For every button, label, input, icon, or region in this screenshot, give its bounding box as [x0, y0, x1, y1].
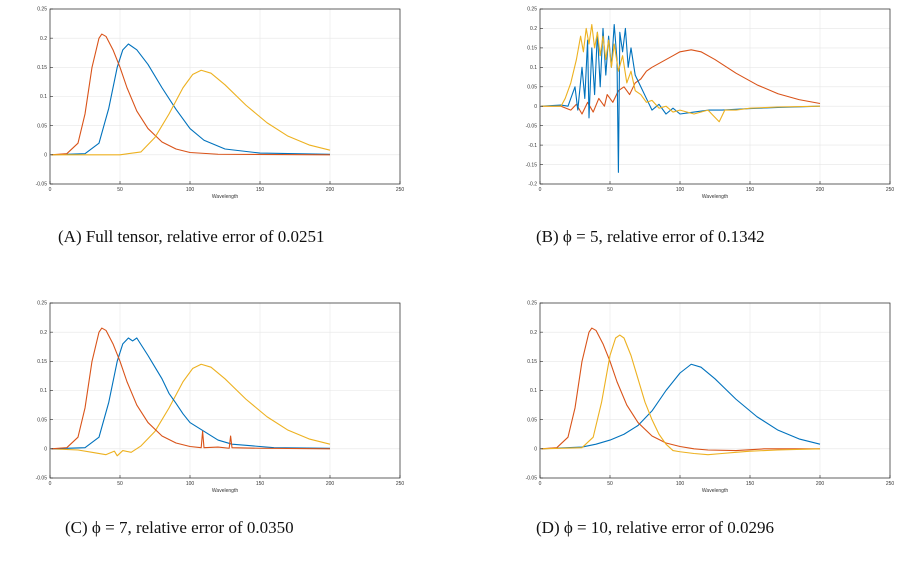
x-tick-label: 200 [326, 481, 335, 487]
y-tick-label: 0 [534, 104, 537, 110]
y-tick-label: -0.05 [526, 123, 538, 129]
series-line-blue [541, 24, 821, 173]
y-tick-label: 0 [534, 447, 537, 453]
x-tick-label: 100 [676, 187, 685, 193]
x-axis-label: Wavelength [212, 488, 238, 494]
y-tick-label: 0.15 [37, 65, 47, 71]
y-tick-label: 0.1 [40, 388, 47, 394]
series-line-blue [541, 363, 821, 450]
x-tick-label: 200 [326, 187, 335, 193]
y-tick-label: 0.2 [40, 330, 47, 336]
series-line-yellow [51, 363, 331, 457]
x-tick-label: 250 [886, 187, 895, 193]
series-line-yellow [51, 69, 331, 156]
plot-area [540, 9, 890, 184]
y-tick-label: 0.05 [37, 123, 47, 129]
x-tick-label: 50 [607, 481, 613, 487]
y-tick-label: -0.2 [528, 182, 537, 188]
y-tick-label: 0.25 [527, 7, 537, 13]
x-tick-label: 150 [746, 187, 755, 193]
y-tick-label: -0.15 [526, 162, 538, 168]
caption-d: (D) ϕ = 10, relative error of 0.0296 [536, 518, 775, 537]
y-tick-label: -0.05 [36, 182, 48, 188]
panel-b: 0 50 100 150 200 250 -0.2 -0.15 -0.1 -0.05 0 0.05 0.… [500, 2, 900, 272]
x-tick-label: 250 [886, 481, 895, 487]
panel-c: 0 50 100 150 200 250 -0.05 0 0.05 0.1 0.15 0.2 0.25 W… [10, 296, 410, 566]
y-tick-label: 0.25 [527, 301, 537, 307]
x-tick-label: 150 [746, 481, 755, 487]
x-tick-label: 200 [816, 187, 825, 193]
series-line-red [51, 327, 331, 450]
y-tick-label: -0.05 [36, 476, 48, 482]
x-tick-label: 50 [117, 481, 123, 487]
y-tick-label: 0.1 [40, 94, 47, 100]
x-tick-label: 150 [256, 481, 265, 487]
series-line-blue [51, 337, 331, 450]
y-tick-label: 0.05 [527, 417, 537, 423]
y-tick-label: 0.2 [40, 36, 47, 42]
x-axis-label: Wavelength [702, 488, 728, 494]
y-tick-label: 0.25 [37, 301, 47, 307]
series-line-blue [51, 43, 331, 156]
y-tick-label: 0.25 [37, 7, 47, 13]
chart-a: 0 50 100 150 200 250-0.0500.050.10.150.20.25W… [36, 7, 405, 200]
x-tick-label: 0 [49, 481, 52, 487]
x-tick-label: 0 [539, 187, 542, 193]
x-tick-label: 50 [607, 187, 613, 193]
x-tick-label: 100 [186, 187, 195, 193]
y-tick-label: 0.1 [530, 388, 537, 394]
panel-d: 0 50 100 150 200 250 -0.05 0 0.05 0.1 0.15 0.2 0.25 W… [500, 296, 900, 566]
axes-box [539, 8, 891, 185]
x-tick-label: 50 [117, 187, 123, 193]
y-tick-label: 0.2 [530, 26, 537, 32]
caption-b: (B) ϕ = 5, relative error of 0.1342 [536, 227, 765, 246]
y-tick-label: -0.05 [526, 476, 538, 482]
y-tick-label: 0.05 [527, 84, 537, 90]
x-tick-label: 250 [396, 187, 405, 193]
panel-a: 0 50 100 150 200 250 -0.05 0 0.05 0.1 0.15 0.2 0.25 W… [10, 2, 410, 272]
x-tick-label: 200 [816, 481, 825, 487]
x-tick-label: 0 [539, 481, 542, 487]
y-tick-label: -0.1 [528, 143, 537, 149]
x-tick-label: 100 [186, 481, 195, 487]
chart-b: 0 50 100 150 200 250 -0.2 -0.15 -0.1 -0.05 0 0.05 0.… [526, 7, 895, 200]
series-line-yellow [541, 334, 821, 456]
series-line-yellow [541, 24, 821, 123]
y-tick-label: 0 [44, 153, 47, 159]
caption-c: (C) ϕ = 7, relative error of 0.0350 [65, 518, 294, 537]
y-tick-label: 0.15 [37, 359, 47, 365]
y-tick-label: 0.1 [530, 65, 537, 71]
y-tick-label: 0.2 [530, 330, 537, 336]
x-axis-label: Wavelength [702, 194, 728, 200]
y-tick-label: 0.15 [527, 46, 537, 52]
chart-c: 0 50 100 150 200 250-0.0500.050.10.150.20.25W… [36, 301, 405, 494]
series-line-red [51, 33, 331, 156]
x-axis-label: Wavelength [212, 194, 238, 200]
x-tick-label: 0 [49, 187, 52, 193]
caption-a: (A) Full tensor, relative error of 0.025… [58, 227, 325, 246]
y-tick-label: 0 [44, 447, 47, 453]
x-tick-label: 250 [396, 481, 405, 487]
x-tick-label: 150 [256, 187, 265, 193]
y-tick-label: 0.05 [37, 417, 47, 423]
chart-d: 0 50 100 150 200 250-0.0500.050.10.150.20.25W… [526, 301, 895, 494]
y-tick-label: 0.15 [527, 359, 537, 365]
series-line-red [541, 327, 820, 452]
x-tick-label: 100 [676, 481, 685, 487]
